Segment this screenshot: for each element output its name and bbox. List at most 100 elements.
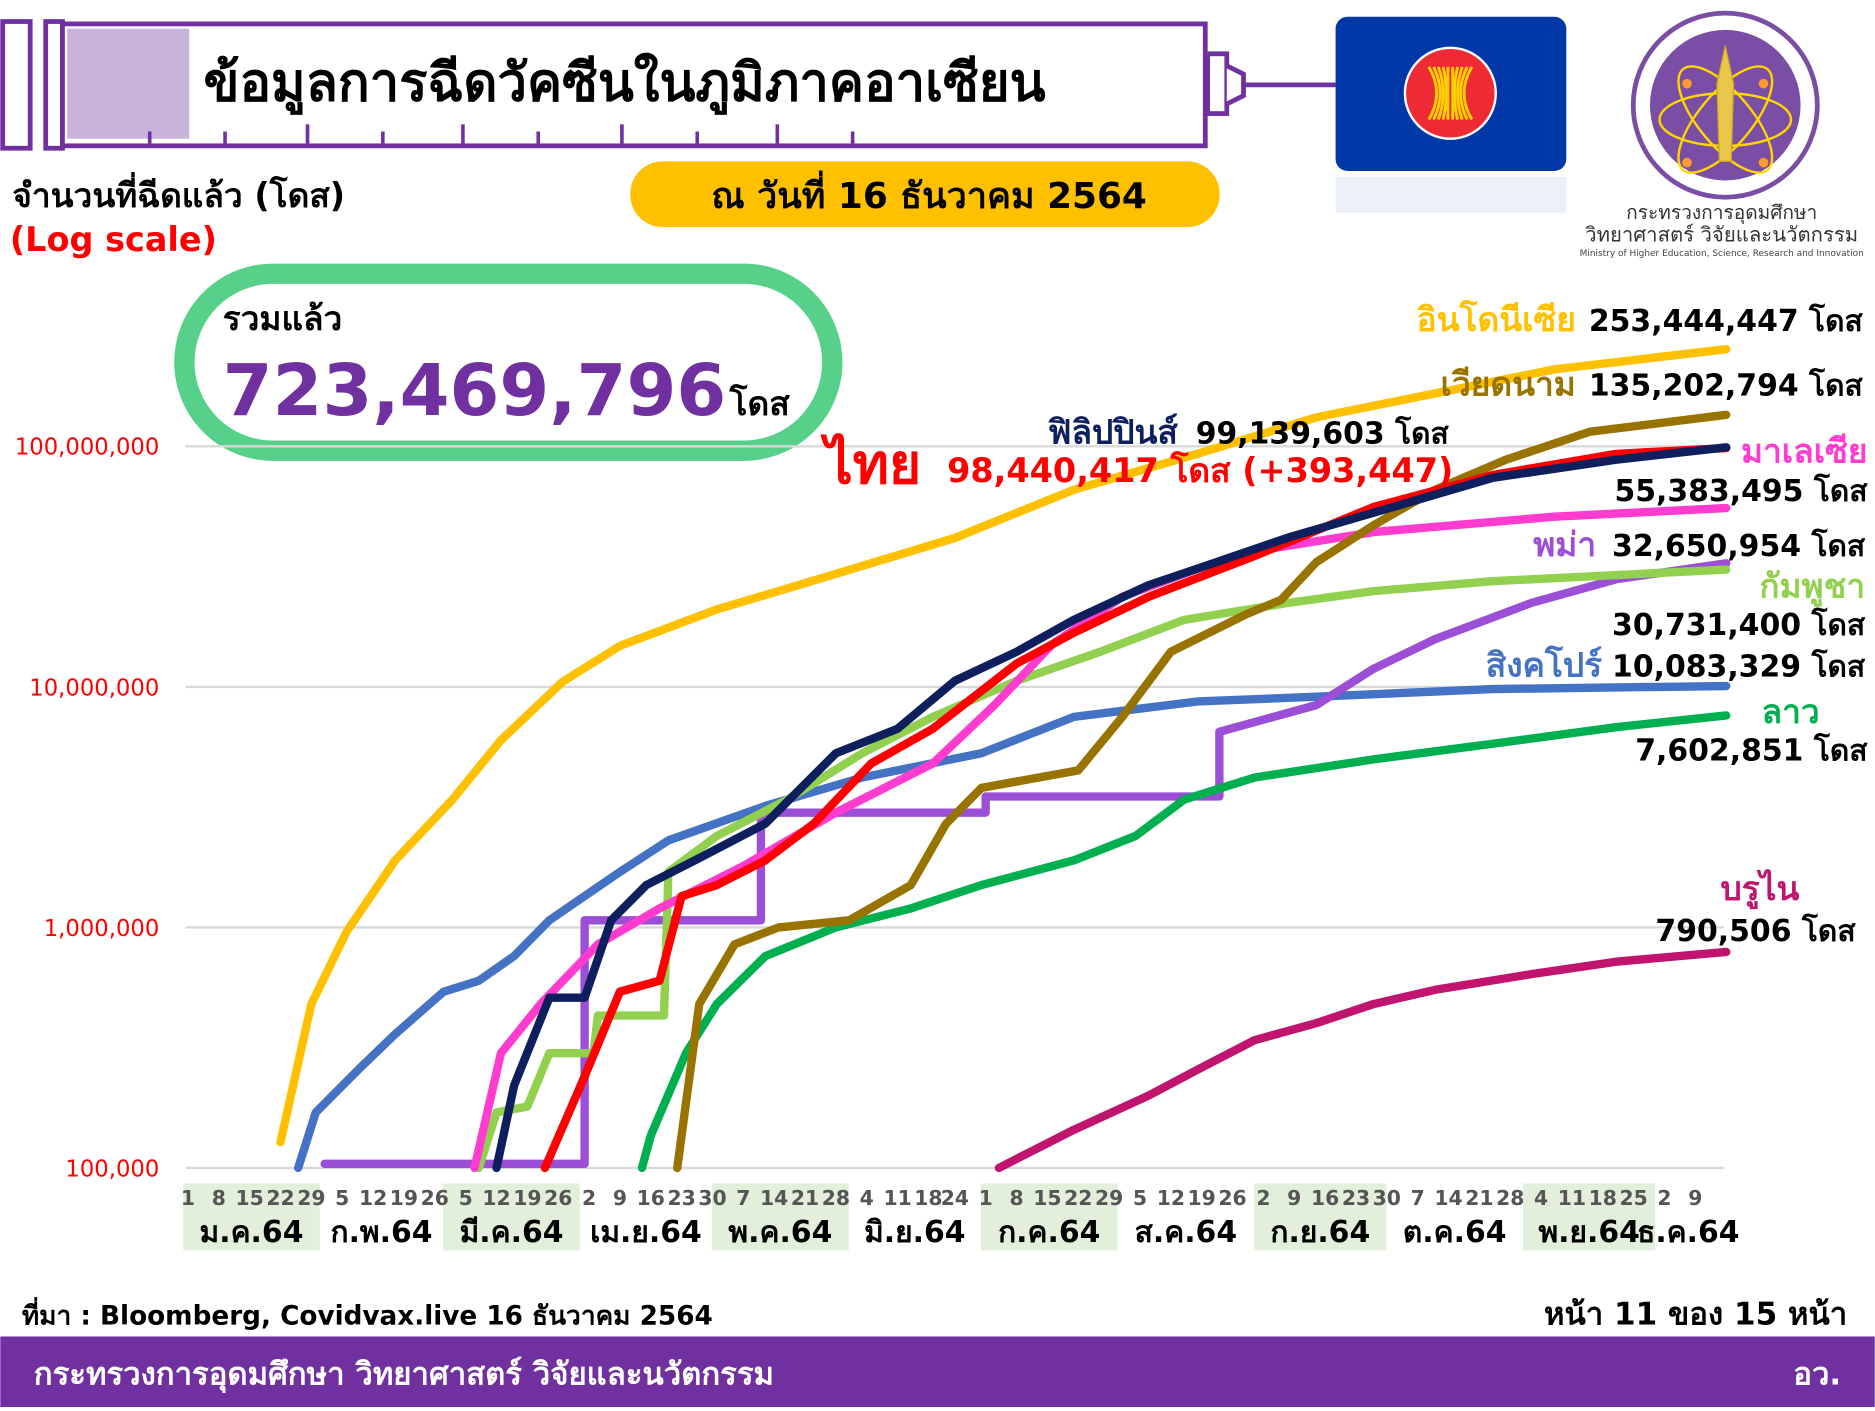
footer-org: กระทรวงการอุดมศึกษา วิทยาศาสตร์ วิจัยและ… bbox=[34, 1356, 774, 1393]
total-unit: โดส bbox=[728, 384, 790, 423]
month-band bbox=[712, 1183, 849, 1251]
source-note: ที่มา : Bloomberg, Covidvax.live 16 ธันว… bbox=[22, 1297, 713, 1332]
month-band bbox=[980, 1183, 1118, 1251]
x-day-tick-label: 29 bbox=[297, 1186, 325, 1210]
x-day-tick-label: 1 bbox=[181, 1186, 195, 1210]
x-day-tick-label: 30 bbox=[698, 1186, 726, 1210]
label-cambodia-name: กัมพูชา bbox=[1759, 567, 1865, 608]
x-day-tick-label: 23 bbox=[1342, 1186, 1370, 1210]
gridlines bbox=[185, 445, 1725, 1170]
label-vietnam-name: เวียดนาม bbox=[1441, 365, 1576, 404]
series-line-4 bbox=[994, 947, 1731, 1173]
label-singapore-total: 10,083,329 โดส bbox=[1612, 648, 1866, 685]
y-tick-label: 100,000,000 bbox=[15, 435, 159, 461]
ministry-logo: กระทรวงการอุดมศึกษา วิทยาศาสตร์ วิจัยและ… bbox=[1580, 10, 1864, 259]
series-line-0 bbox=[294, 681, 1731, 1173]
total-value: 723,469,796 bbox=[223, 348, 727, 432]
y-tick-label: 1,000,000 bbox=[44, 916, 160, 942]
x-month-label: ก.ค.64 bbox=[998, 1215, 1100, 1250]
total-doses-box: รวมแล้ว 723,469,796 โดส bbox=[174, 263, 843, 461]
footer-bar bbox=[0, 1336, 1875, 1407]
x-day-tick-label: 9 bbox=[1287, 1186, 1301, 1210]
label-malaysia-total: 55,383,495 โดส bbox=[1614, 472, 1868, 509]
month-band bbox=[443, 1183, 580, 1251]
x-day-tick-label: 23 bbox=[667, 1186, 695, 1210]
x-month-label: ต.ค.64 bbox=[1403, 1215, 1507, 1250]
label-malaysia-name: มาเลเซีย bbox=[1741, 432, 1868, 471]
label-philippines-total: 99,139,603 โดส bbox=[1196, 414, 1450, 451]
ministry-name-en: Ministry of Higher Education, Science, R… bbox=[1580, 249, 1864, 259]
label-indonesia-total: 253,444,447 โดส bbox=[1589, 302, 1864, 339]
x-day-tick-label: 22 bbox=[1064, 1186, 1092, 1210]
x-month-label: ธ.ค.64 bbox=[1637, 1215, 1740, 1250]
x-day-tick-label: 16 bbox=[637, 1186, 665, 1210]
label-philippines-name: ฟิลิปปินส์ bbox=[1048, 412, 1179, 451]
ministry-name-th-1: กระทรวงการอุดมศึกษา bbox=[1626, 201, 1817, 225]
x-day-tick-label: 15 bbox=[1033, 1186, 1061, 1210]
x-day-tick-label: 22 bbox=[266, 1186, 294, 1210]
x-day-tick-label: 24 bbox=[941, 1186, 969, 1210]
x-day-tick-label: 12 bbox=[482, 1186, 510, 1210]
month-band bbox=[183, 1183, 320, 1251]
x-day-tick-label: 19 bbox=[1188, 1186, 1216, 1210]
x-day-tick-label: 5 bbox=[1133, 1186, 1147, 1210]
label-brunei-name: บรูไน bbox=[1720, 869, 1799, 910]
x-day-tick-label: 12 bbox=[1157, 1186, 1185, 1210]
x-day-tick-label: 14 bbox=[760, 1186, 788, 1210]
x-month-label: พ.ค.64 bbox=[728, 1215, 832, 1250]
x-day-tick-label: 15 bbox=[236, 1186, 264, 1210]
x-month-label: ส.ค.64 bbox=[1135, 1215, 1238, 1250]
total-label: รวมแล้ว bbox=[223, 299, 343, 338]
x-day-tick-label: 7 bbox=[736, 1186, 750, 1210]
x-day-tick-label: 9 bbox=[613, 1186, 627, 1210]
x-day-tick-label: 30 bbox=[1373, 1186, 1401, 1210]
x-day-tick-label: 8 bbox=[212, 1186, 226, 1210]
series-line-3 bbox=[637, 711, 1731, 1173]
label-thailand-total: 98,440,417 โดส (+393,447) bbox=[947, 451, 1453, 490]
x-day-tick-label: 5 bbox=[459, 1186, 473, 1210]
label-laos-total: 7,602,851 โดส bbox=[1635, 731, 1868, 768]
x-day-tick-label: 18 bbox=[914, 1186, 942, 1210]
x-day-tick-label: 21 bbox=[1465, 1186, 1493, 1210]
x-day-tick-label: 14 bbox=[1434, 1186, 1462, 1210]
month-band bbox=[1254, 1183, 1387, 1251]
x-month-label: ก.ย.64 bbox=[1270, 1215, 1370, 1250]
x-day-tick-label: 11 bbox=[883, 1186, 911, 1210]
x-month-label: ก.พ.64 bbox=[331, 1215, 433, 1250]
series-line-6 bbox=[470, 503, 1731, 1173]
x-day-tick-label: 19 bbox=[513, 1186, 541, 1210]
label-myanmar-name: พม่า bbox=[1533, 525, 1596, 564]
x-day-tick-label: 26 bbox=[1218, 1186, 1246, 1210]
x-day-tick-label: 26 bbox=[544, 1186, 572, 1210]
label-cambodia-total: 30,731,400 โดส bbox=[1612, 606, 1866, 643]
label-thailand-name: ไทย bbox=[820, 432, 921, 496]
x-day-tick-label: 4 bbox=[860, 1186, 874, 1210]
x-axis-ticks: ม.ค.641 8 15 22 29ก.พ.645 12 19 26มี.ค.645 12 19 2… bbox=[181, 1186, 1740, 1250]
x-month-label: มี.ค.64 bbox=[460, 1215, 564, 1250]
x-month-label: ม.ค.64 bbox=[200, 1215, 304, 1250]
y-tick-label: 10,000,000 bbox=[29, 675, 159, 701]
x-day-tick-label: 8 bbox=[1010, 1186, 1024, 1210]
as-of-date: ณ วันที่ 16 ธันวาคม 2564 bbox=[711, 170, 1146, 217]
x-day-tick-label: 2 bbox=[1256, 1186, 1270, 1210]
y-axis-ticks: 100,000 1,000,000 10,000,000 100,000,000 bbox=[15, 435, 159, 1183]
label-vietnam-total: 135,202,794 โดส bbox=[1589, 367, 1864, 404]
label-brunei-total: 790,506 โดส bbox=[1655, 912, 1856, 949]
series-labels: อินโดนีเซีย 253,444,447 โดส เวียดนาม 135… bbox=[820, 300, 1868, 949]
x-day-tick-label: 28 bbox=[1496, 1186, 1524, 1210]
x-month-label: มิ.ย.64 bbox=[864, 1215, 965, 1250]
month-band bbox=[1523, 1183, 1656, 1251]
label-singapore-name: สิงคโปร์ bbox=[1486, 646, 1602, 685]
x-day-tick-label: 16 bbox=[1311, 1186, 1339, 1210]
x-day-tick-label: 7 bbox=[1411, 1186, 1425, 1210]
x-axis-month-bands bbox=[183, 1183, 1656, 1251]
x-day-tick-label: 28 bbox=[822, 1186, 850, 1210]
x-month-label: เม.ย.64 bbox=[590, 1215, 702, 1250]
x-day-tick-label: 26 bbox=[421, 1186, 449, 1210]
page-title: ข้อมูลการฉีดวัคซีนในภูมิภาคอาเซียน bbox=[204, 51, 1046, 115]
label-indonesia-name: อินโดนีเซีย bbox=[1417, 300, 1576, 339]
x-day-tick-label: 2 bbox=[1657, 1186, 1671, 1210]
x-day-tick-label: 4 bbox=[1534, 1186, 1548, 1210]
x-day-tick-label: 9 bbox=[1688, 1186, 1702, 1210]
syringe-title-banner: ข้อมูลการฉีดวัคซีนในภูมิภาคอาเซียน bbox=[0, 19, 1336, 151]
